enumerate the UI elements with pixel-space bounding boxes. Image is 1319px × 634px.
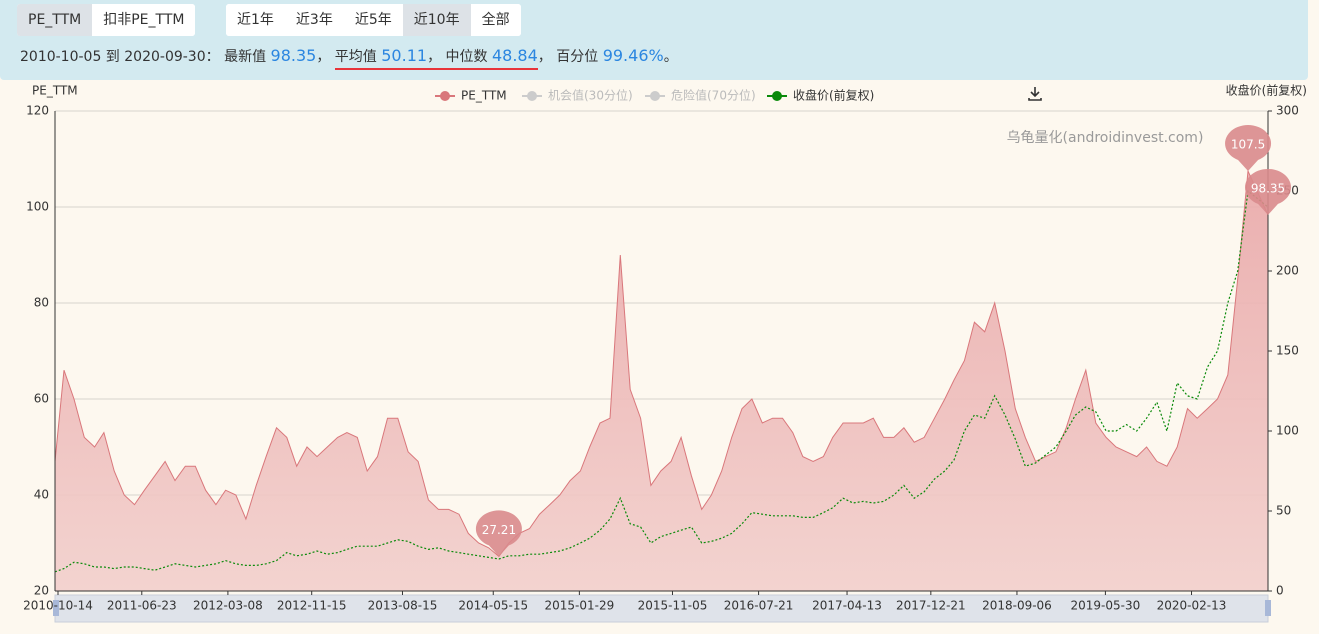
legend-swatch: [440, 91, 450, 101]
x-tick-label: 2015-11-05: [638, 599, 708, 613]
summary-sep: ，: [537, 49, 552, 65]
legend-item[interactable]: 收盘价(前复权): [767, 88, 874, 103]
pin-shape: [475, 510, 522, 557]
toolbar: PE_TTM 扣非PE_TTM 近1年 近3年 近5年 近10年 全部 2010…: [0, 0, 1308, 80]
summary-sep: 。: [663, 49, 678, 65]
legend-label: 收盘价(前复权): [793, 88, 874, 103]
x-tick-label: 2016-07-21: [724, 599, 794, 613]
summary: 2010-10-05 到 2020-09-30： 最新值 98.35， 平均值 …: [20, 46, 678, 70]
summary-value: 48.84: [491, 46, 538, 65]
y-tick-label: 40: [34, 488, 49, 502]
y2-tick-label: 100: [1276, 424, 1299, 438]
y-axis-label: PE_TTM: [32, 84, 78, 98]
area: [55, 171, 1268, 591]
range-button[interactable]: 近3年: [284, 4, 344, 36]
pin-shape: [1245, 168, 1291, 215]
underline: 平均值 50.11， 中位数 48.84: [334, 46, 538, 70]
summary-value: 98.35: [270, 46, 317, 65]
range-button[interactable]: 全部: [470, 4, 521, 36]
summary-value: 50.11: [381, 46, 428, 65]
zoom-handle[interactable]: [53, 600, 59, 616]
x-tick-label: 2014-05-15: [458, 599, 528, 613]
zoom-slider[interactable]: [54, 594, 1269, 623]
y2-axis-label: 收盘价(前复权): [1226, 83, 1307, 98]
y2-tick-label: 150: [1276, 344, 1299, 358]
y-tick-label: 20: [34, 584, 49, 598]
y-tick-label: 120: [26, 104, 49, 118]
y-tick-label: 80: [34, 296, 49, 310]
range-button[interactable]: 近10年: [402, 4, 471, 36]
legend-item[interactable]: 危险值(70分位): [645, 88, 756, 103]
x-tick-label: 2010-10-14: [23, 599, 93, 613]
metric-group: PE_TTM 扣非PE_TTM: [17, 4, 196, 36]
pin-label: 107.5: [1231, 138, 1265, 152]
summary-sep: ，: [316, 49, 331, 65]
pin-label: 27.21: [482, 523, 516, 537]
summary-label: 平均值: [334, 49, 377, 65]
x-tick-label: 2015-01-29: [544, 599, 614, 613]
x-tick-label: 2011-06-23: [107, 599, 177, 613]
range-text: 2010-10-05 到 2020-09-30：: [20, 49, 220, 65]
legend-swatch: [527, 91, 537, 101]
download-icon[interactable]: [1028, 87, 1042, 101]
metric-button[interactable]: PE_TTM: [17, 4, 93, 36]
summary-label: 中位数: [445, 49, 488, 65]
pin: 107.5: [1225, 125, 1272, 171]
pin-label: 98.35: [1251, 181, 1285, 195]
legend-item[interactable]: PE_TTM: [435, 89, 507, 103]
x-tick-label: 2012-03-08: [193, 599, 263, 613]
y-tick-label: 60: [34, 392, 49, 406]
legend-swatch: [650, 91, 660, 101]
pin: 27.21: [475, 510, 522, 557]
legend-item[interactable]: 机会值(30分位): [522, 88, 633, 103]
y2-tick-label: 50: [1276, 504, 1291, 518]
pin: 98.35: [1245, 168, 1291, 215]
x-tick-label: 2018-09-06: [982, 599, 1052, 613]
range-group: 近1年 近3年 近5年 近10年 全部: [226, 4, 521, 36]
legend-label: PE_TTM: [461, 89, 507, 103]
summary-sep: ，: [427, 49, 442, 65]
summary-label: 最新值: [224, 49, 267, 65]
line: [54, 169, 1269, 558]
pin-shape: [1225, 125, 1272, 171]
range-button[interactable]: 近5年: [343, 4, 403, 36]
x-tick-label: 2017-12-21: [896, 599, 966, 613]
watermark: 乌龟量化(androidinvest.com): [1007, 130, 1204, 146]
x-tick-label: 2017-04-13: [812, 599, 882, 613]
summary-label: 百分位: [556, 49, 599, 65]
x-tick-label: 2012-11-15: [277, 599, 347, 613]
summary-value: 99.46%: [602, 46, 664, 65]
y2-tick-label: 0: [1276, 584, 1284, 598]
legend-label: 危险值(70分位): [671, 88, 756, 103]
y-tick-label: 100: [26, 200, 49, 214]
legend-swatch: [772, 91, 782, 101]
range-button[interactable]: 近1年: [226, 4, 285, 36]
y2-tick-label: 200: [1276, 264, 1299, 278]
zoom-handle[interactable]: [1265, 600, 1271, 616]
metric-button[interactable]: 扣非PE_TTM: [92, 4, 196, 36]
legend-label: 机会值(30分位): [548, 88, 633, 103]
x-tick-label: 2020-02-13: [1157, 599, 1227, 613]
x-tick-label: 2019-05-30: [1071, 599, 1141, 613]
x-tick-label: 2013-08-15: [368, 599, 438, 613]
y2-tick-label: 300: [1276, 104, 1299, 118]
line: [54, 189, 1269, 573]
